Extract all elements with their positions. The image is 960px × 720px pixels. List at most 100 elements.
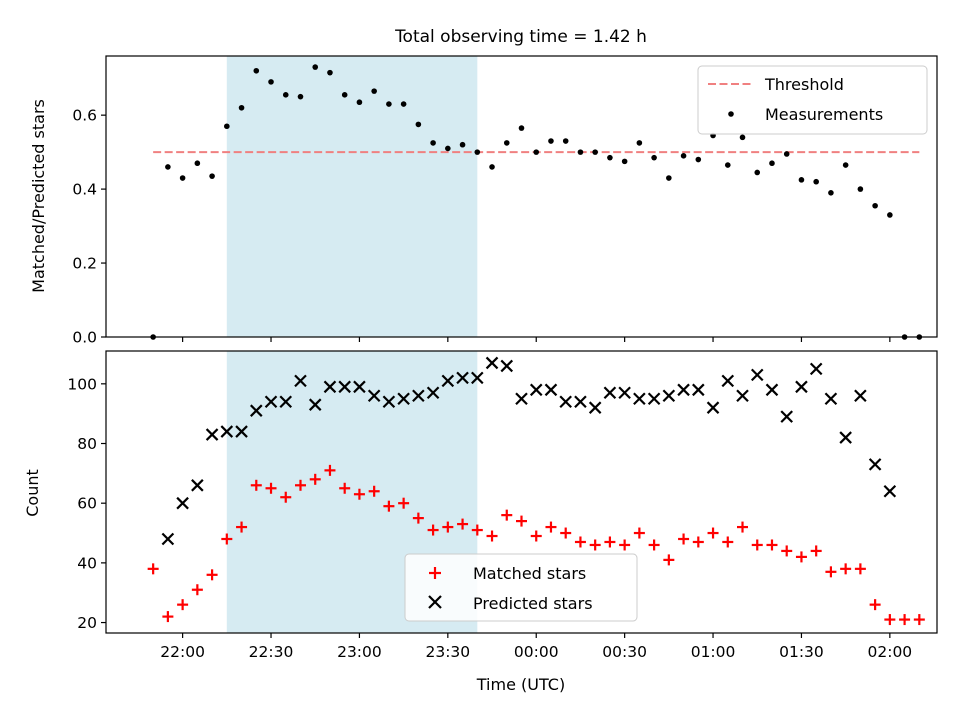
measurement-point	[327, 69, 333, 76]
measurements-points	[150, 64, 923, 340]
measurement-point	[474, 149, 481, 155]
predicted-star-point	[662, 389, 676, 403]
predicted-star-point	[868, 458, 882, 471]
observing-window-shade	[226, 56, 478, 337]
matched-star-point	[678, 533, 690, 545]
predicted-star-point	[426, 386, 440, 400]
matched-star-point	[501, 509, 513, 521]
matched-star-point	[751, 539, 763, 551]
predicted-star-point	[264, 395, 278, 409]
predicted-star-point	[854, 389, 867, 403]
predicted-star-point	[353, 380, 366, 394]
matched-star-point	[766, 539, 778, 551]
measurement-point	[636, 140, 643, 146]
top-y-ticks: 0.0 0.2 0.4 0.6	[72, 107, 106, 347]
measurement-point	[887, 212, 893, 218]
matched-star-point	[427, 524, 439, 536]
x-tick-label: 22:30	[249, 643, 294, 661]
matched-star-point	[781, 545, 793, 557]
x-tick-label: 23:00	[337, 643, 382, 661]
predicted-star-point	[677, 383, 690, 397]
predicted-star-point	[308, 398, 322, 411]
matched-star-point	[899, 614, 911, 626]
matched-star-point	[280, 491, 292, 503]
measurement-point	[297, 93, 304, 100]
matched-star-point	[737, 521, 749, 533]
matched-star-point	[250, 479, 262, 491]
predicted-star-point	[721, 374, 735, 388]
bottom-plot-frame	[105, 350, 938, 634]
measurement-point	[783, 151, 790, 157]
predicted-star-point	[515, 392, 528, 406]
y-tick-label: 20	[77, 614, 97, 632]
predicted-star-point	[500, 359, 514, 373]
measurement-point	[459, 141, 466, 148]
matched-star-point	[162, 611, 174, 623]
matched-star-point	[265, 482, 277, 494]
matched-star-point	[383, 500, 395, 512]
measurement-point	[651, 154, 657, 161]
predicted-star-point	[765, 383, 779, 397]
y-tick-label: 0.2	[72, 255, 97, 273]
matched-stars-points	[147, 464, 925, 626]
matched-star-point	[604, 536, 616, 548]
x-tick-label: 00:30	[602, 643, 647, 661]
matched-star-point	[147, 563, 159, 575]
measurement-point	[268, 79, 274, 85]
y-tick-label: 80	[77, 435, 97, 453]
predicted-star-point	[382, 395, 396, 409]
matched-star-point	[574, 536, 586, 548]
legend-predicted-swatch	[428, 595, 442, 609]
predicted-star-point	[839, 431, 852, 444]
top-legend-box	[697, 65, 928, 135]
matched-star-point	[648, 539, 660, 551]
predicted-star-point	[471, 371, 484, 385]
measurement-point	[371, 88, 377, 94]
y-tick-label: 0.6	[72, 107, 97, 125]
measurement-point	[872, 202, 878, 209]
predicted-star-point	[279, 395, 293, 409]
matched-star-point	[663, 554, 675, 566]
predicted-star-point	[338, 380, 351, 394]
measurement-point	[282, 92, 289, 98]
measurement-point	[592, 149, 598, 155]
measurement-point	[813, 178, 819, 185]
measurement-point	[238, 104, 245, 111]
matched-star-point	[324, 464, 336, 476]
predicted-star-point	[559, 395, 572, 409]
matched-star-point	[589, 539, 601, 551]
measurement-point	[769, 160, 775, 167]
predicted-star-point	[883, 484, 897, 498]
legend-matched-label: Matched stars	[473, 564, 586, 583]
matched-star-point	[913, 614, 925, 626]
measurement-point	[503, 140, 510, 146]
predicted-star-point	[441, 374, 455, 388]
predicted-star-point	[706, 401, 720, 414]
predicted-star-point	[323, 380, 337, 394]
measurement-point	[533, 149, 540, 155]
x-axis-label: Time (UTC)	[476, 675, 565, 694]
bottom-legend-box	[404, 553, 638, 622]
measurement-point	[415, 121, 422, 128]
predicted-star-point	[456, 371, 469, 385]
measurement-point	[179, 175, 186, 181]
matched-star-point	[840, 563, 852, 575]
matched-star-point	[412, 512, 424, 524]
matched-star-point	[707, 527, 719, 539]
matched-star-point	[442, 521, 454, 533]
bottom-x-ticks: 22:00 22:30 23:00 23:30 00:00 00:30 01:00 01:30…	[160, 633, 912, 661]
measurement-point	[209, 173, 215, 179]
top-x-ticks	[182, 337, 891, 342]
matched-star-point	[236, 521, 248, 533]
x-tick-label: 01:00	[691, 643, 736, 661]
measurement-point	[224, 123, 230, 130]
matched-star-point	[854, 563, 866, 575]
matched-star-point	[294, 479, 306, 491]
matched-star-point	[339, 482, 351, 494]
legend-matched-swatch	[429, 567, 441, 579]
predicted-star-point	[588, 401, 602, 414]
predicted-star-point	[367, 389, 381, 403]
measurement-point	[489, 164, 495, 170]
matched-star-point	[516, 515, 527, 527]
predicted-star-point	[618, 386, 631, 400]
